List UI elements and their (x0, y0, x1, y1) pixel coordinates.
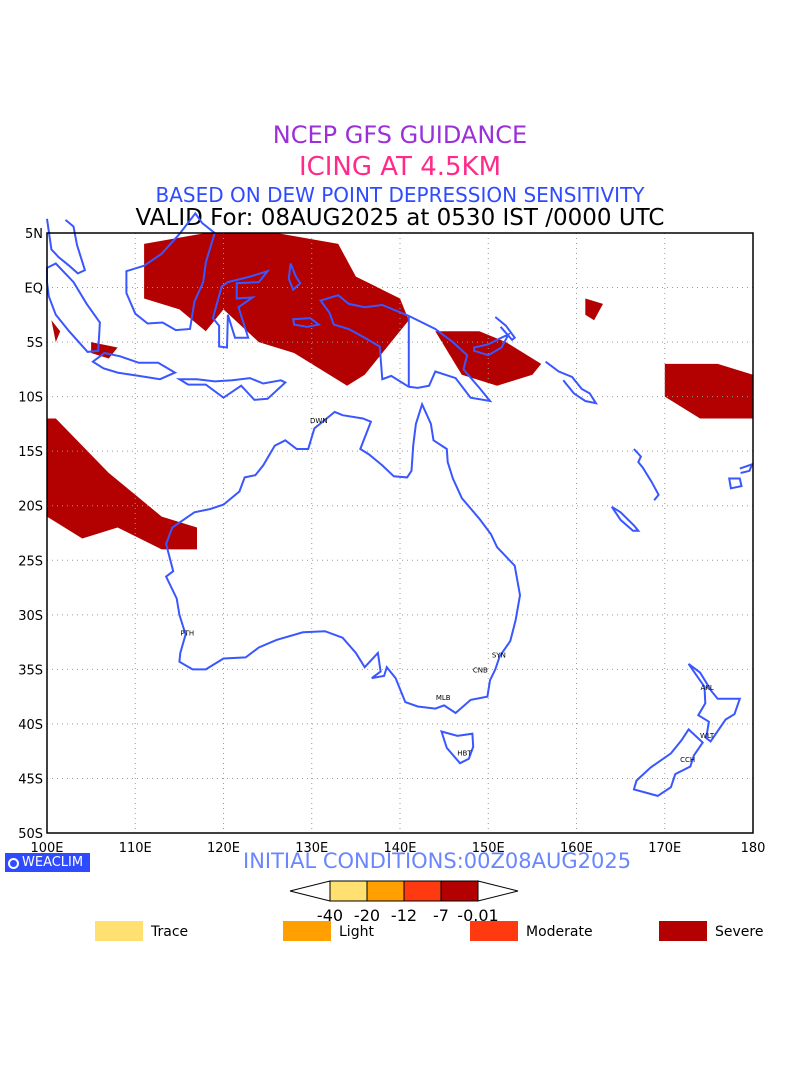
nz-south-coast (632, 727, 705, 797)
sumatra-coast (46, 262, 101, 353)
city-dwn: DWN (310, 417, 328, 425)
colorbar-swatch (329, 880, 368, 902)
lon-label: 170E (648, 841, 681, 856)
logo-ring-icon (8, 858, 19, 869)
lon-label: 150E (472, 841, 505, 856)
australia-coast (164, 401, 522, 715)
colorbar-left-arrow (289, 880, 331, 902)
lon-label: 160E (560, 841, 593, 856)
colorbar-right-arrow (477, 880, 519, 902)
city-wlt: WLT (700, 732, 715, 740)
lat-label: 35S (18, 663, 43, 678)
city-labels: DWN PTH SYN CNB MLB HBT AKL WLT CCH (180, 417, 714, 764)
tasmania-coast (439, 730, 475, 765)
legend-label-moderate: Moderate (526, 924, 593, 940)
city-hbt: HBT (457, 750, 472, 758)
legend-label-trace: Trace (150, 924, 188, 940)
title-line-1: NCEP GFS GUIDANCE (272, 121, 528, 149)
lon-label: 140E (383, 841, 416, 856)
title-line-3: BASED ON DEW POINT DEPRESSION SENSITIVIT… (155, 183, 645, 207)
fiji-coast (728, 477, 743, 490)
legend-swatch-trace (95, 921, 143, 941)
legend-swatch-moderate (470, 921, 518, 941)
lat-label: 30S (18, 609, 43, 624)
icing-area-3 (51, 320, 61, 343)
seram-coast (292, 317, 322, 328)
sulawesi-coast (211, 269, 271, 349)
lat-label: 50S (18, 827, 43, 842)
lat-label: 5S (26, 336, 43, 351)
colorbar-swatch (403, 880, 442, 902)
lat-label: 40S (18, 718, 43, 733)
vanuatu-coast (633, 448, 660, 501)
grid-lines (47, 233, 753, 833)
icing-layer (47, 233, 753, 550)
new-britain-coast (473, 332, 511, 357)
axis-labels: 100E 110E 120E 130E 140E 150E 160E 170E 180 5N EQ 5… (18, 227, 765, 856)
lon-label: 180 (741, 841, 766, 856)
icing-area-5 (47, 418, 197, 550)
lat-label: 45S (18, 772, 43, 787)
colorbar-swatch (366, 880, 405, 902)
lat-label: 5N (25, 227, 43, 242)
icing-area-2 (585, 298, 603, 321)
legend-label-light: Light (339, 924, 374, 940)
valid-time: VALID For: 08AUG2025 at 0530 IST /0000 U… (135, 205, 665, 231)
colorbar: -40 -20 -12 -7 -0.01 (289, 880, 519, 925)
solomon-coast (545, 360, 599, 405)
lat-label: 10S (18, 391, 43, 406)
city-syn: SYN (492, 651, 506, 659)
legend-swatch-light (283, 921, 331, 941)
java-coast (91, 351, 178, 381)
city-cch: CCH (680, 756, 695, 764)
lat-label: 15S (18, 445, 43, 460)
lat-label: 25S (18, 554, 43, 569)
legend-label-severe: Severe (715, 924, 763, 940)
legend: Trace Light Moderate Severe (95, 921, 763, 941)
city-pth: PTH (180, 630, 194, 638)
lon-label: 120E (207, 841, 240, 856)
coastlines (46, 211, 754, 797)
lat-label: 20S (18, 500, 43, 515)
icing-area-6 (664, 363, 753, 419)
colorbar-label: -0.01 (457, 906, 498, 925)
city-mlb: MLB (436, 694, 451, 702)
city-akl: AKL (700, 684, 713, 692)
lat-label: EQ (25, 282, 43, 297)
legend-swatch-severe (659, 921, 707, 941)
weaclim-logo: WEACLIM (5, 853, 90, 872)
lon-label: 100E (30, 841, 63, 856)
colorbar-label: -7 (433, 906, 449, 925)
halmahera-coast (287, 263, 302, 292)
nusa-tenggara-coast (175, 377, 288, 401)
borneo-coast (125, 211, 216, 332)
initial-conditions: INITIAL CONDITIONS:00Z08AUG2025 (243, 849, 632, 873)
nz-north-coast (687, 663, 742, 743)
lon-label: 110E (119, 841, 152, 856)
colorbar-label: -40 (317, 906, 343, 925)
title-line-2: ICING AT 4.5KM (298, 152, 502, 182)
new-caledonia-coast (610, 505, 641, 532)
map-frame (46, 232, 754, 834)
vanua-levu-coast (739, 462, 754, 474)
lon-label: 130E (295, 841, 328, 856)
new-guinea-coast (318, 294, 493, 403)
new-ireland-coast (494, 316, 517, 342)
city-cnb: CNB (473, 667, 488, 675)
colorbar-swatch (440, 880, 479, 902)
colorbar-label: -12 (391, 906, 417, 925)
icing-area-0 (144, 233, 409, 386)
colorbar-label: -20 (354, 906, 380, 925)
